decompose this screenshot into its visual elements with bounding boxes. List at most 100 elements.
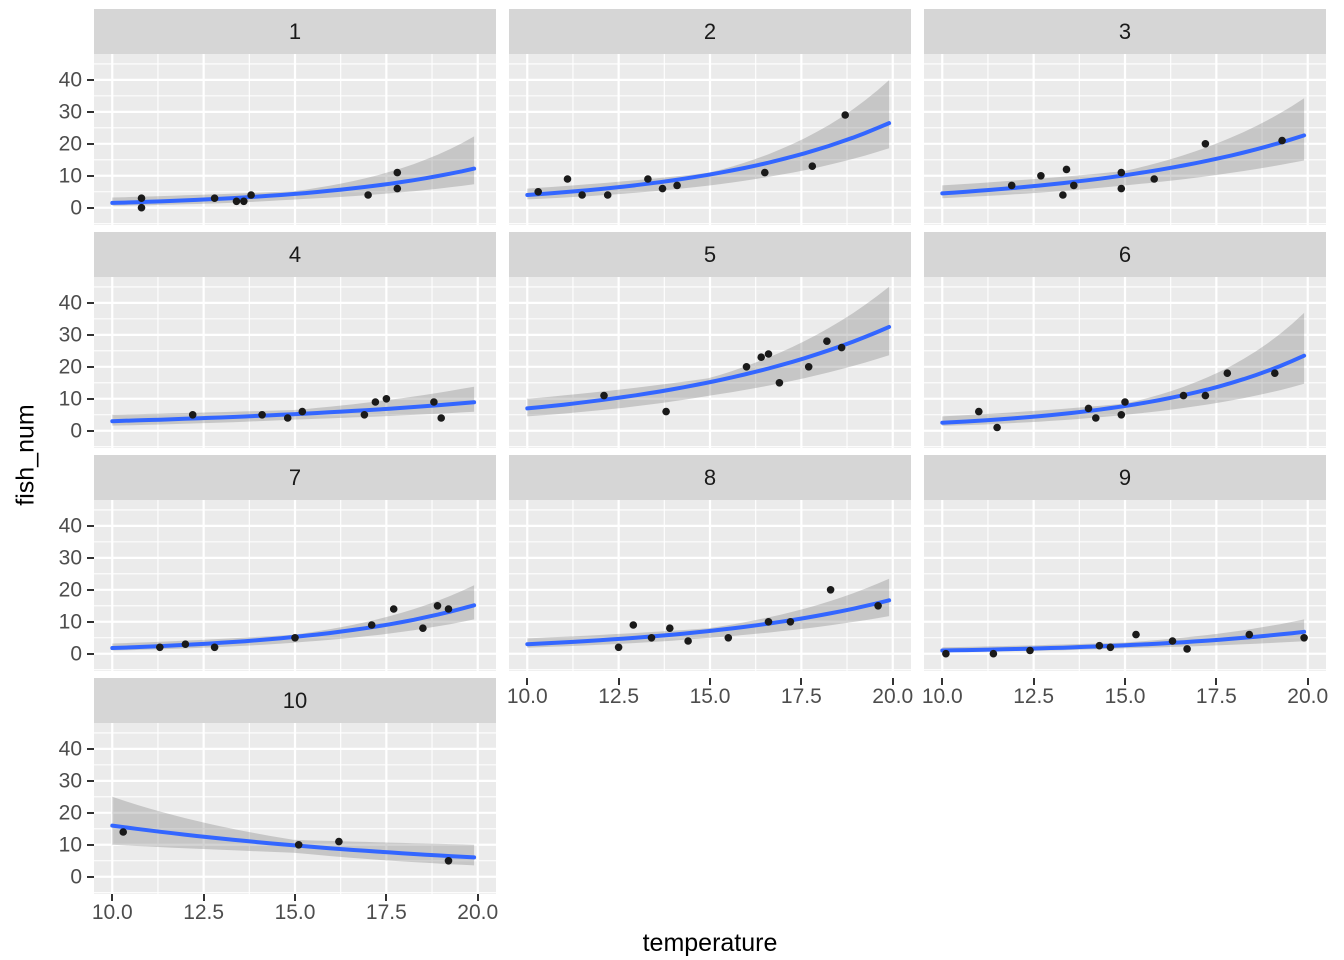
data-point [294, 841, 303, 849]
x-tick-label: 10.0 [921, 685, 963, 708]
confidence-ribbon [942, 312, 1305, 426]
y-tick-label: 0 [70, 865, 82, 889]
x-tick-label: 15.0 [689, 685, 731, 708]
data-point [662, 407, 670, 416]
y-tick-mark [87, 652, 94, 655]
y-tick-label: 20 [58, 578, 82, 602]
data-point [1117, 168, 1126, 177]
data-point [444, 857, 453, 865]
facet-row: 0 10 20 30 40 10 10.0 12.5 15.0 17.5 20.0 10.0 12.5 1… [28, 678, 1344, 924]
data-point [1132, 630, 1140, 639]
confidence-ribbon [942, 619, 1305, 653]
y-axis: 0 10 20 30 40 [28, 54, 94, 225]
facet-4: 4 [94, 232, 496, 448]
data-point [684, 637, 692, 645]
data-point [603, 191, 612, 199]
data-point [644, 175, 652, 183]
data-point [1117, 411, 1126, 419]
data-point [1092, 414, 1100, 422]
facet-cell-empty: 10.0 12.5 15.0 17.5 20.0 [921, 678, 1329, 708]
facet-panel [94, 54, 496, 225]
confidence-ribbon [527, 80, 890, 200]
data-point [823, 337, 831, 345]
data-point [188, 411, 197, 419]
y-tick-mark [87, 588, 94, 591]
data-point [1150, 175, 1158, 183]
y-axis: 0 10 20 30 40 [28, 723, 94, 894]
smooth-line [940, 353, 1307, 425]
data-point [874, 602, 882, 610]
data-point [629, 621, 638, 629]
data-point [1121, 398, 1129, 406]
data-point [942, 649, 950, 658]
data-point [335, 837, 343, 846]
y-axis: 0 10 20 30 40 [28, 500, 94, 671]
x-tick-label: 20.0 [872, 685, 914, 708]
data-point [240, 197, 248, 206]
x-tick-mark [941, 678, 944, 685]
facet-panel [924, 277, 1326, 448]
data-point [1201, 391, 1210, 400]
x-tick-mark [1032, 678, 1035, 685]
data-point [1271, 369, 1279, 377]
data-point [389, 605, 398, 613]
facet-3: 3 [924, 9, 1326, 225]
data-point [1245, 630, 1254, 639]
x-tick-label: 17.5 [780, 685, 822, 708]
data-point [210, 194, 219, 202]
data-point [534, 188, 542, 196]
data-point [364, 191, 372, 199]
facet-7: 7 [94, 455, 496, 671]
data-point [757, 353, 765, 361]
facet-2: 2 [509, 9, 911, 225]
x-axis: 10.0 12.5 15.0 17.5 20.0 [507, 678, 914, 708]
x-tick-label: 20.0 [1287, 685, 1329, 708]
facet-strip: 5 [509, 232, 911, 277]
y-tick-mark [87, 875, 94, 878]
facet-5: 5 [509, 232, 911, 448]
y-tick-mark [87, 843, 94, 846]
y-tick-mark [87, 397, 94, 400]
confidence-ribbon [112, 386, 475, 426]
data-point [430, 398, 438, 406]
data-point [764, 350, 773, 358]
y-tick-mark [87, 110, 94, 113]
y-tick-mark [87, 811, 94, 814]
facet-strip: 4 [94, 232, 496, 277]
y-tick-label: 10 [58, 833, 82, 857]
data-point [775, 379, 784, 387]
data-point [1168, 637, 1177, 645]
facet-row: 0 10 20 30 40 7 8 9 [28, 455, 1344, 671]
confidence-ribbon [112, 796, 475, 866]
facet-8: 8 [509, 455, 911, 671]
facet-strip: 3 [924, 9, 1326, 54]
smooth-line [525, 121, 892, 197]
x-axis: 10.0 12.5 15.0 17.5 20.0 [921, 678, 1329, 708]
y-tick-label: 0 [70, 419, 82, 443]
y-tick-mark [87, 365, 94, 368]
data-point [1059, 191, 1067, 199]
y-tick-label: 20 [58, 355, 82, 379]
data-point [658, 184, 667, 193]
facet-panel [94, 723, 496, 894]
y-tick-label: 40 [58, 68, 82, 92]
y-tick-label: 10 [58, 387, 82, 411]
x-tick-mark [294, 894, 296, 901]
smooth-line [525, 598, 892, 647]
data-point [578, 191, 586, 199]
facet-9: 9 [924, 455, 1326, 671]
data-point [1183, 645, 1191, 653]
x-tick-mark [891, 678, 894, 685]
data-point [156, 643, 164, 652]
facet-cell-empty: 10.0 12.5 15.0 17.5 20.0 [507, 678, 914, 708]
x-tick-label: 10.0 [91, 901, 133, 924]
data-point [1278, 136, 1286, 145]
data-point [283, 414, 292, 422]
x-tick-mark [111, 894, 114, 901]
y-tick-label: 40 [58, 737, 82, 761]
data-point [975, 407, 983, 416]
y-axis: 0 10 20 30 40 [28, 277, 94, 448]
x-tick-mark [800, 678, 803, 685]
data-point [137, 203, 146, 212]
